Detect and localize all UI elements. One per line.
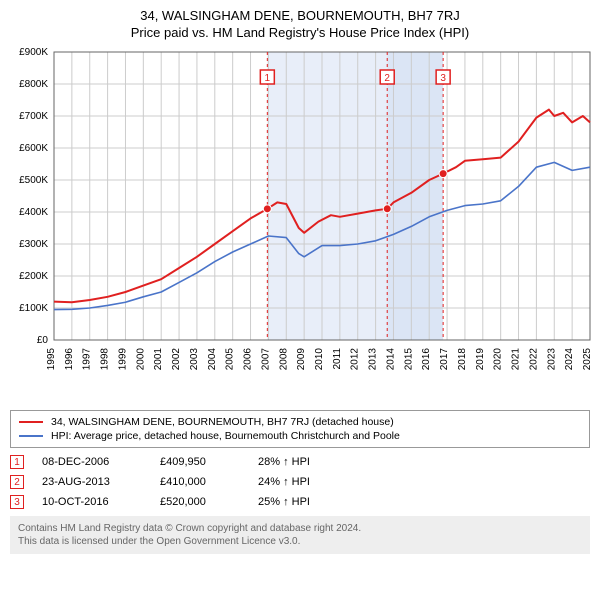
svg-text:3: 3 bbox=[440, 73, 446, 84]
svg-text:1998: 1998 bbox=[100, 348, 111, 371]
title-block: 34, WALSINGHAM DENE, BOURNEMOUTH, BH7 7R… bbox=[0, 0, 600, 44]
svg-text:2014: 2014 bbox=[385, 348, 396, 371]
svg-text:1999: 1999 bbox=[117, 348, 128, 371]
svg-text:£700K: £700K bbox=[19, 111, 48, 122]
sale-date: 08-DEC-2006 bbox=[42, 456, 142, 468]
svg-text:2019: 2019 bbox=[475, 348, 486, 371]
svg-text:2005: 2005 bbox=[225, 348, 236, 371]
svg-text:2022: 2022 bbox=[528, 348, 539, 371]
svg-text:1995: 1995 bbox=[46, 348, 57, 371]
sales-table: 1 08-DEC-2006 £409,950 28% ↑ HPI 2 23-AU… bbox=[10, 452, 590, 512]
sale-marker-icon: 2 bbox=[10, 475, 24, 489]
svg-text:2007: 2007 bbox=[260, 348, 271, 371]
svg-text:2: 2 bbox=[384, 73, 390, 84]
svg-text:£900K: £900K bbox=[19, 47, 48, 58]
svg-text:1: 1 bbox=[265, 73, 271, 84]
chart-svg: £0 £100K £200K £300K £400K £500K £600K £700K £80… bbox=[0, 44, 600, 404]
legend: 34, WALSINGHAM DENE, BOURNEMOUTH, BH7 7R… bbox=[10, 410, 590, 448]
svg-text:2003: 2003 bbox=[189, 348, 200, 371]
svg-text:2016: 2016 bbox=[421, 348, 432, 371]
sale-diff: 28% ↑ HPI bbox=[258, 456, 348, 468]
svg-text:£500K: £500K bbox=[19, 175, 48, 186]
footnote-line: Contains HM Land Registry data © Crown c… bbox=[18, 522, 582, 535]
svg-text:£0: £0 bbox=[37, 335, 49, 346]
svg-text:2002: 2002 bbox=[171, 348, 182, 371]
sale-marker-icon: 3 bbox=[10, 495, 24, 509]
title-subtitle: Price paid vs. HM Land Registry's House … bbox=[0, 25, 600, 40]
legend-swatch bbox=[19, 435, 43, 437]
sale-price: £520,000 bbox=[160, 496, 240, 508]
svg-text:2001: 2001 bbox=[153, 348, 164, 371]
svg-text:£400K: £400K bbox=[19, 207, 48, 218]
svg-text:2012: 2012 bbox=[350, 348, 361, 371]
sales-row: 1 08-DEC-2006 £409,950 28% ↑ HPI bbox=[10, 452, 590, 472]
svg-text:£600K: £600K bbox=[19, 143, 48, 154]
title-address: 34, WALSINGHAM DENE, BOURNEMOUTH, BH7 7R… bbox=[0, 8, 600, 23]
sale-date: 10-OCT-2016 bbox=[42, 496, 142, 508]
sale-price: £409,950 bbox=[160, 456, 240, 468]
svg-text:2004: 2004 bbox=[207, 348, 218, 371]
sale-diff: 24% ↑ HPI bbox=[258, 476, 348, 488]
footnote-line: This data is licensed under the Open Gov… bbox=[18, 535, 582, 548]
svg-text:2000: 2000 bbox=[135, 348, 146, 371]
svg-text:2009: 2009 bbox=[296, 348, 307, 371]
sale-marker-icon: 1 bbox=[10, 455, 24, 469]
svg-text:1997: 1997 bbox=[82, 348, 93, 371]
svg-text:1996: 1996 bbox=[64, 348, 75, 371]
svg-text:£100K: £100K bbox=[19, 303, 48, 314]
legend-label: 34, WALSINGHAM DENE, BOURNEMOUTH, BH7 7R… bbox=[51, 416, 394, 428]
svg-text:2024: 2024 bbox=[564, 348, 575, 371]
sale-date: 23-AUG-2013 bbox=[42, 476, 142, 488]
svg-text:£300K: £300K bbox=[19, 239, 48, 250]
sales-row: 3 10-OCT-2016 £520,000 25% ↑ HPI bbox=[10, 492, 590, 512]
svg-text:2011: 2011 bbox=[332, 348, 343, 370]
svg-text:2023: 2023 bbox=[546, 348, 557, 371]
svg-text:2017: 2017 bbox=[439, 348, 450, 371]
svg-text:2013: 2013 bbox=[368, 348, 379, 371]
svg-text:2010: 2010 bbox=[314, 348, 325, 371]
svg-text:2015: 2015 bbox=[403, 348, 414, 371]
chart-container: 34, WALSINGHAM DENE, BOURNEMOUTH, BH7 7R… bbox=[0, 0, 600, 554]
svg-text:2018: 2018 bbox=[457, 348, 468, 371]
svg-text:£800K: £800K bbox=[19, 79, 48, 90]
sale-diff: 25% ↑ HPI bbox=[258, 496, 348, 508]
footnote: Contains HM Land Registry data © Crown c… bbox=[10, 516, 590, 554]
legend-label: HPI: Average price, detached house, Bour… bbox=[51, 430, 400, 442]
sales-row: 2 23-AUG-2013 £410,000 24% ↑ HPI bbox=[10, 472, 590, 492]
legend-item: HPI: Average price, detached house, Bour… bbox=[19, 429, 581, 443]
legend-swatch bbox=[19, 421, 43, 423]
sale-price: £410,000 bbox=[160, 476, 240, 488]
svg-text:2006: 2006 bbox=[243, 348, 254, 371]
svg-text:2008: 2008 bbox=[278, 348, 289, 371]
svg-text:2025: 2025 bbox=[582, 348, 593, 371]
legend-item: 34, WALSINGHAM DENE, BOURNEMOUTH, BH7 7R… bbox=[19, 415, 581, 429]
chart-plot: £0 £100K £200K £300K £400K £500K £600K £700K £80… bbox=[0, 44, 600, 404]
svg-text:2021: 2021 bbox=[511, 348, 522, 371]
svg-text:2020: 2020 bbox=[493, 348, 504, 371]
svg-text:£200K: £200K bbox=[19, 271, 48, 282]
